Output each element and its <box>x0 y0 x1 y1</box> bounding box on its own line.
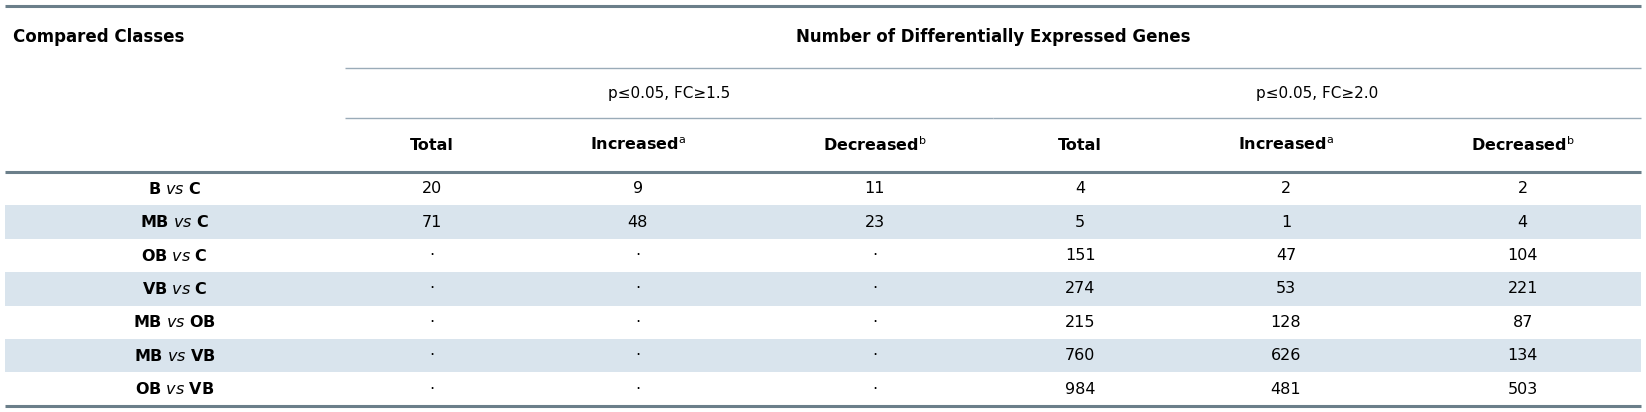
Text: 4: 4 <box>1075 181 1085 196</box>
Text: ·: · <box>635 248 640 263</box>
Bar <box>5 372 1641 406</box>
Text: 11: 11 <box>864 181 884 196</box>
Text: $\bf{MB}$ $\it{vs}$ $\bf{OB}$: $\bf{MB}$ $\it{vs}$ $\bf{OB}$ <box>133 314 216 330</box>
Text: ·: · <box>430 315 435 330</box>
Text: $\bf{VB}$ $\it{vs}$ $\bf{C}$: $\bf{VB}$ $\it{vs}$ $\bf{C}$ <box>142 281 207 297</box>
Text: ·: · <box>430 248 435 263</box>
Text: 71: 71 <box>421 215 443 229</box>
Text: 215: 215 <box>1065 315 1096 330</box>
Text: 23: 23 <box>864 215 884 229</box>
Text: 53: 53 <box>1276 281 1295 296</box>
Text: 274: 274 <box>1065 281 1096 296</box>
Text: Decreased$^{\rm{b}}$: Decreased$^{\rm{b}}$ <box>823 136 927 154</box>
Text: ·: · <box>635 382 640 397</box>
Text: $\bf{MB}$ $\it{vs}$ $\bf{VB}$: $\bf{MB}$ $\it{vs}$ $\bf{VB}$ <box>133 348 216 364</box>
Text: 760: 760 <box>1065 348 1096 363</box>
Bar <box>5 206 1641 239</box>
Text: 151: 151 <box>1065 248 1096 263</box>
Text: ·: · <box>872 315 877 330</box>
Text: 20: 20 <box>421 181 443 196</box>
Bar <box>5 306 1641 339</box>
Text: ·: · <box>430 382 435 397</box>
Text: 2: 2 <box>1281 181 1290 196</box>
Text: ·: · <box>430 281 435 296</box>
Text: p≤0.05, FC≥1.5: p≤0.05, FC≥1.5 <box>607 86 729 101</box>
Text: ·: · <box>430 348 435 363</box>
Text: 626: 626 <box>1271 348 1302 363</box>
Text: 984: 984 <box>1065 382 1096 397</box>
Text: Increased$^{\rm{a}}$: Increased$^{\rm{a}}$ <box>589 137 686 153</box>
Text: 1: 1 <box>1281 215 1290 229</box>
Text: Total: Total <box>410 138 454 152</box>
Bar <box>5 272 1641 306</box>
Text: ·: · <box>635 348 640 363</box>
Text: Decreased$^{\rm{b}}$: Decreased$^{\rm{b}}$ <box>1472 136 1575 154</box>
Text: 9: 9 <box>632 181 644 196</box>
Text: $\bf{OB}$ $\it{vs}$ $\bf{C}$: $\bf{OB}$ $\it{vs}$ $\bf{C}$ <box>142 248 207 264</box>
Text: ·: · <box>635 281 640 296</box>
Text: 5: 5 <box>1075 215 1085 229</box>
Text: p≤0.05, FC≥2.0: p≤0.05, FC≥2.0 <box>1256 86 1378 101</box>
Text: Increased$^{\rm{a}}$: Increased$^{\rm{a}}$ <box>1238 137 1335 153</box>
Text: 221: 221 <box>1508 281 1537 296</box>
Bar <box>5 239 1641 272</box>
Text: 47: 47 <box>1276 248 1295 263</box>
Text: 87: 87 <box>1513 315 1532 330</box>
Text: $\bf{MB}$ $\it{vs}$ $\bf{C}$: $\bf{MB}$ $\it{vs}$ $\bf{C}$ <box>140 214 209 230</box>
Bar <box>5 6 1641 172</box>
Text: 4: 4 <box>1518 215 1527 229</box>
Text: 48: 48 <box>627 215 649 229</box>
Text: ·: · <box>872 281 877 296</box>
Text: 481: 481 <box>1271 382 1302 397</box>
Text: 134: 134 <box>1508 348 1537 363</box>
Text: 128: 128 <box>1271 315 1302 330</box>
Text: Number of Differentially Expressed Genes: Number of Differentially Expressed Genes <box>795 28 1190 46</box>
Text: ·: · <box>872 248 877 263</box>
Text: 503: 503 <box>1508 382 1537 397</box>
Text: ·: · <box>635 315 640 330</box>
Bar <box>5 339 1641 372</box>
Text: ·: · <box>872 348 877 363</box>
Text: 2: 2 <box>1518 181 1527 196</box>
Text: ·: · <box>872 382 877 397</box>
Text: $\bf{B}$ $\it{vs}$ $\bf{C}$: $\bf{B}$ $\it{vs}$ $\bf{C}$ <box>148 181 201 197</box>
Text: $\bf{OB}$ $\it{vs}$ $\bf{VB}$: $\bf{OB}$ $\it{vs}$ $\bf{VB}$ <box>135 381 214 397</box>
Bar <box>5 172 1641 206</box>
Text: Compared Classes: Compared Classes <box>13 28 184 46</box>
Text: 104: 104 <box>1508 248 1537 263</box>
Text: Total: Total <box>1058 138 1103 152</box>
